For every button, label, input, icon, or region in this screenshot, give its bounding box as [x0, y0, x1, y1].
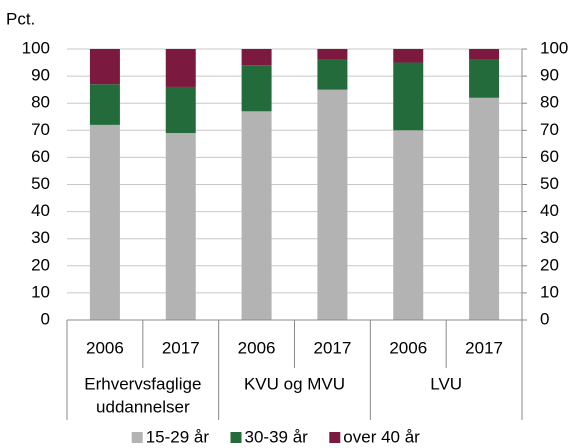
group-label: KVU og MVU	[244, 374, 345, 393]
y2-tick-label: 70	[540, 120, 559, 139]
legend-swatch	[329, 432, 341, 443]
bar-segment	[393, 130, 424, 320]
bar-segment	[469, 49, 500, 60]
legend-swatch	[131, 432, 143, 443]
bar-segment	[469, 97, 500, 320]
y2-tick-label: 30	[540, 228, 559, 247]
group-label: uddannelser	[96, 397, 190, 416]
bar-segment	[317, 59, 348, 90]
y-tick-label: 30	[31, 228, 50, 247]
bar-segment	[165, 86, 196, 134]
bar-segment	[241, 65, 272, 112]
y-tick-label: 90	[31, 66, 50, 85]
x-tick-label: 2006	[86, 338, 124, 357]
x-tick-label: 2006	[238, 338, 276, 357]
x-tick-label: 2017	[314, 338, 352, 357]
bar-segment	[393, 49, 424, 63]
y-tick-label: 60	[31, 147, 50, 166]
y2-tick-label: 100	[540, 38, 568, 57]
group-label: LVU	[430, 374, 462, 393]
group-label: Erhvervsfaglige	[84, 374, 201, 393]
y2-tick-label: 80	[540, 93, 559, 112]
y-tick-label: 0	[41, 309, 50, 328]
y-tick-label: 20	[31, 255, 50, 274]
legend-swatch	[230, 432, 242, 443]
bar-segment	[89, 49, 120, 85]
bar-segment	[393, 62, 424, 131]
y-tick-label: 40	[31, 201, 50, 220]
bar-segment	[317, 89, 348, 321]
y2-tick-label: 60	[540, 147, 559, 166]
y-tick-label: 10	[31, 282, 50, 301]
y-tick-label: 70	[31, 120, 50, 139]
bar-segment	[89, 84, 120, 125]
y2-tick-label: 50	[540, 174, 559, 193]
y2-tick-label: 40	[540, 201, 559, 220]
legend-label: 30-39 år	[245, 427, 309, 446]
bar-segment	[165, 133, 196, 320]
y-tick-label: 100	[22, 38, 50, 57]
y-tick-label: 50	[31, 174, 50, 193]
y2-tick-label: 20	[540, 255, 559, 274]
bar-segment	[241, 111, 272, 320]
y-axis-label: Pct.	[6, 9, 35, 28]
legend-label: 15-29 år	[146, 427, 210, 446]
x-tick-label: 2017	[162, 338, 200, 357]
bar-segment	[241, 49, 272, 66]
y2-tick-label: 90	[540, 66, 559, 85]
bar-segment	[469, 59, 500, 98]
legend-label: over 40 år	[343, 427, 420, 446]
x-tick-label: 2006	[389, 338, 427, 357]
y2-tick-label: 0	[540, 309, 549, 328]
x-tick-label: 2017	[465, 338, 503, 357]
y-tick-label: 80	[31, 93, 50, 112]
bar-segment	[89, 124, 120, 320]
y2-tick-label: 10	[540, 282, 559, 301]
bar-segment	[165, 49, 196, 87]
bar-segment	[317, 49, 348, 60]
